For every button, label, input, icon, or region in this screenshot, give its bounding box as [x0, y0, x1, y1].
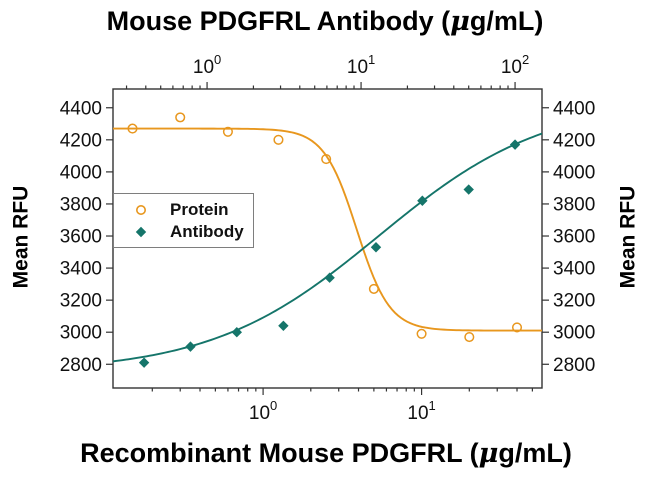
y-tick-label-left: 4000: [60, 162, 102, 183]
x-tick-label-bottom: 101: [407, 398, 435, 424]
y-tick-label-left: 3800: [60, 194, 102, 215]
protein-data-point: [511, 322, 523, 333]
protein-data-point: [416, 328, 427, 339]
legend-label-antibody: Antibody: [170, 222, 244, 241]
y-tick-label-left: 3600: [60, 227, 102, 248]
antibody-data-point: [463, 184, 474, 195]
protein-data-point: [127, 123, 138, 134]
y-tick-label-right: 3000: [553, 323, 595, 344]
y-tick-label-left: 3200: [60, 291, 102, 312]
protein-fit-curve: [113, 127, 542, 332]
left-y-axis-label: Mean RFU: [9, 185, 33, 289]
legend-label-protein: Protein: [170, 200, 229, 219]
legend: Protein Antibody: [113, 193, 254, 248]
y-tick-label-right: 4400: [553, 98, 595, 119]
y-tick-label-right: 3600: [553, 227, 595, 248]
x-tick-label-top: 101: [347, 52, 375, 78]
protein-data-point: [175, 112, 186, 123]
y-tick-label-right: 4000: [553, 162, 595, 183]
top-axis-title: Mouse PDGFRL Antibody (μg/mL): [106, 6, 544, 37]
antibody-data-point: [417, 195, 428, 206]
y-tick-label-right: 2800: [553, 355, 595, 376]
protein-data-point: [273, 134, 284, 145]
antibody-data-point: [138, 357, 150, 368]
x-tick-label-bottom: 100: [249, 398, 277, 424]
x-tick-label-top: 102: [501, 52, 529, 78]
antibody-data-point: [278, 320, 289, 331]
y-tick-label-left: 4200: [60, 130, 102, 151]
y-tick-label-right: 3400: [553, 259, 595, 280]
protein-data-point: [222, 126, 233, 137]
protein-data-point: [368, 283, 379, 294]
legend-item-antibody: Antibody: [114, 222, 253, 241]
y-tick-label-left: 3000: [60, 323, 102, 344]
y-tick-label-left: 2800: [60, 355, 102, 376]
y-tick-label-left: 4400: [60, 98, 102, 119]
y-tick-label-left: 3400: [60, 259, 102, 280]
y-tick-label-right: 3200: [553, 291, 595, 312]
antibody-data-point: [185, 341, 196, 352]
antibody-data-point: [509, 139, 521, 150]
antibody-data-point: [231, 327, 243, 338]
y-tick-label-right: 4200: [553, 130, 595, 151]
filled-diamond-marker-icon: [135, 226, 147, 237]
antibody-data-point: [324, 272, 335, 283]
legend-item-protein: Protein: [114, 200, 253, 219]
x-tick-label-top: 100: [193, 52, 221, 78]
protein-data-point: [464, 331, 475, 343]
y-tick-label-right: 3800: [553, 194, 595, 215]
open-circle-marker-icon: [136, 204, 146, 215]
plot-border: [112, 88, 543, 389]
protein-data-point: [321, 154, 332, 165]
antibody-data-point: [370, 242, 382, 253]
right-y-axis-label: Mean RFU: [616, 185, 640, 289]
bottom-axis-title: Recombinant Mouse PDGFRL (μg/mL): [80, 438, 572, 469]
